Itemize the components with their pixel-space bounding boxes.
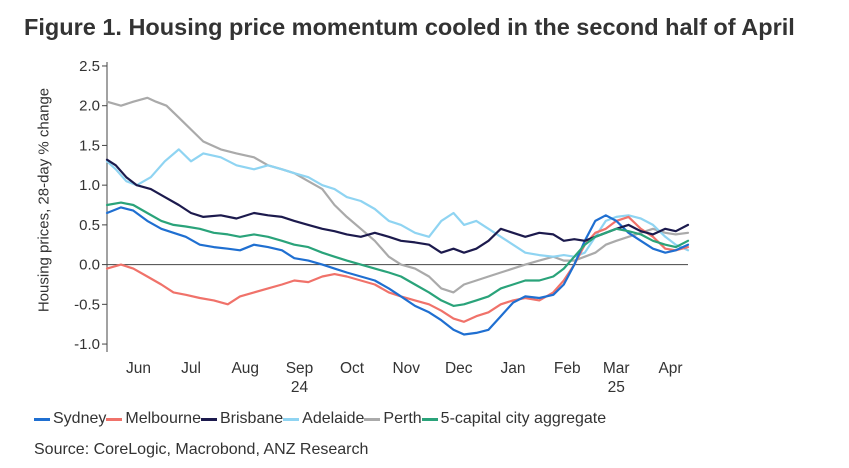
series-line-5-capital-city-aggregate	[105, 201, 690, 307]
legend-label-perth: Perth	[383, 410, 422, 427]
legend-item-aggregate: 5-capital city aggregate	[421, 410, 607, 428]
legend-swatch-adelaide	[283, 417, 300, 421]
y-tick-label: 2.5	[79, 58, 100, 75]
legend-swatch-perth	[364, 417, 381, 421]
legend-item-brisbane: Brisbane	[200, 410, 284, 428]
legend-swatch-sydney	[34, 417, 50, 421]
legend-item-adelaide: Adelaide	[283, 410, 364, 428]
legend-item-melbourne: Melbourne	[106, 410, 201, 428]
x-tick-label: Jul	[181, 360, 201, 377]
x-tick-label: Feb	[554, 360, 581, 377]
x-tick-label: Nov	[392, 360, 420, 377]
x-tick-label: Aug	[231, 360, 259, 377]
legend-label-brisbane: Brisbane	[219, 410, 284, 427]
y-tick-label: 0.0	[79, 257, 100, 274]
legend-swatch-melbourne	[106, 417, 123, 421]
y-tick-label: -0.5	[74, 296, 100, 313]
x-tick-label: Oct	[340, 360, 365, 377]
series-line-perth	[105, 96, 690, 294]
x-tick-year-label: 25	[608, 379, 625, 396]
chart-title: Figure 1. Housing price momentum cooled …	[24, 14, 795, 40]
y-tick-label: 1.5	[79, 137, 100, 154]
x-tick-label: Jan	[501, 360, 526, 377]
legend-label-melbourne: Melbourne	[125, 410, 201, 427]
series-line-melbourne	[105, 215, 690, 323]
legend-label-sydney: Sydney	[53, 410, 107, 427]
x-tick-label: Sep	[286, 360, 314, 377]
legend-swatch-brisbane	[200, 417, 217, 421]
legend-label-aggregate: 5-capital city aggregate	[440, 410, 607, 427]
x-tick-year-label: 24	[291, 379, 309, 396]
y-tick-label: -1.0	[74, 336, 100, 353]
y-tick-label: 0.5	[79, 217, 100, 234]
series-line-brisbane	[105, 158, 690, 254]
x-tick-label: Mar	[603, 360, 630, 377]
legend-swatch-aggregate	[421, 417, 438, 421]
line-chart: 2.5 2.0 1.5 1.0 0.5 0.0 -0.5 -1.0 Jun Jul Aug Sep 24…	[74, 58, 690, 396]
x-tick-label: Jun	[126, 360, 151, 377]
x-tick-label: Dec	[445, 360, 473, 377]
chart-legend: Sydney Melbourne Brisbane Adelaide Perth…	[34, 410, 606, 428]
series-line-sydney	[105, 206, 690, 336]
legend-item-perth: Perth	[364, 410, 422, 428]
legend-label-adelaide: Adelaide	[302, 410, 365, 427]
y-tick-label: 1.0	[79, 177, 100, 194]
y-tick-label: 2.0	[79, 98, 100, 115]
source-note: Source: CoreLogic, Macrobond, ANZ Resear…	[34, 441, 369, 458]
legend-item-sydney: Sydney	[34, 410, 106, 428]
x-tick-label: Apr	[658, 360, 682, 377]
